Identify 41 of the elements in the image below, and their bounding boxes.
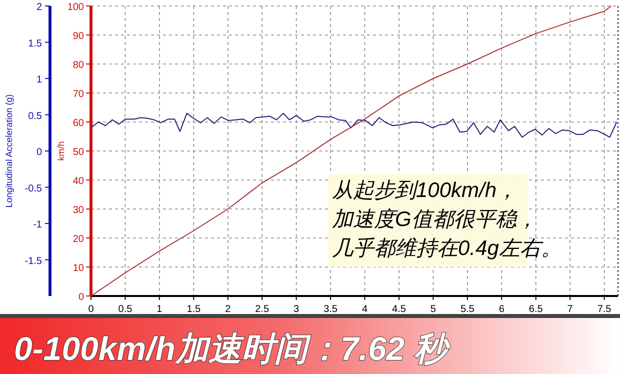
x-tick-label: 5: [430, 304, 436, 315]
y2-tick-label: 30: [72, 205, 84, 216]
y-tick-label: 1.5: [28, 38, 42, 50]
y-tick-label: 1: [36, 74, 42, 86]
x-tick-label: 3.5: [324, 304, 338, 315]
y2-tick-label: 70: [72, 89, 84, 100]
annotation: 从起步到100km/h，: [332, 179, 518, 202]
x-tick-label: 6: [498, 304, 505, 315]
x-tick-label: 1.5: [186, 304, 202, 315]
x-tick-label: 6.5: [528, 304, 544, 315]
y-tick-label: -1.5: [24, 256, 42, 267]
annotation: 几乎都维持在0.4g左右。: [332, 237, 562, 260]
x-tick-label: 4.5: [392, 304, 406, 315]
y2-tick-label: 60: [72, 118, 84, 129]
y2-tick-label: 40: [72, 176, 84, 187]
y2-axis-title: km/h: [56, 141, 66, 161]
x-tick-label: 2: [225, 304, 232, 315]
x-tick-label: 7: [567, 304, 574, 315]
y2-tick-label: 0: [78, 292, 84, 303]
y2-tick-label: 10: [72, 263, 84, 274]
y-tick-label: 0.5: [28, 110, 42, 122]
annotation: 加速度G值都很平稳，: [332, 208, 538, 231]
y2-tick-label: 90: [72, 31, 84, 42]
y-tick-label: -1: [33, 220, 42, 230]
x-tick-label: 5.5: [460, 304, 475, 315]
y-tick-label: -0.5: [24, 183, 42, 194]
y2-tick-label: 100: [67, 2, 84, 13]
x-tick-label: 4: [362, 304, 368, 315]
y-axis-title: Longitudinal Acceleration (g): [4, 94, 14, 208]
title-banner: 0-100km/h加速时间：7.62 秒: [0, 314, 620, 374]
y2-tick-label: 80: [72, 60, 84, 71]
x-tick-label: 2.5: [255, 304, 270, 315]
x-tick-label: 7.5: [597, 304, 612, 315]
y2-tick-label: 50: [72, 147, 84, 158]
y2-tick-label: 20: [72, 234, 84, 245]
y-tick-label: 2: [36, 2, 42, 13]
y-tick-label: 0: [36, 147, 42, 158]
x-tick-label: 1: [156, 304, 163, 315]
x-tick-label: 0.5: [118, 304, 133, 315]
x-tick-label: 0: [88, 304, 94, 315]
x-tick-label: 3: [294, 304, 300, 315]
